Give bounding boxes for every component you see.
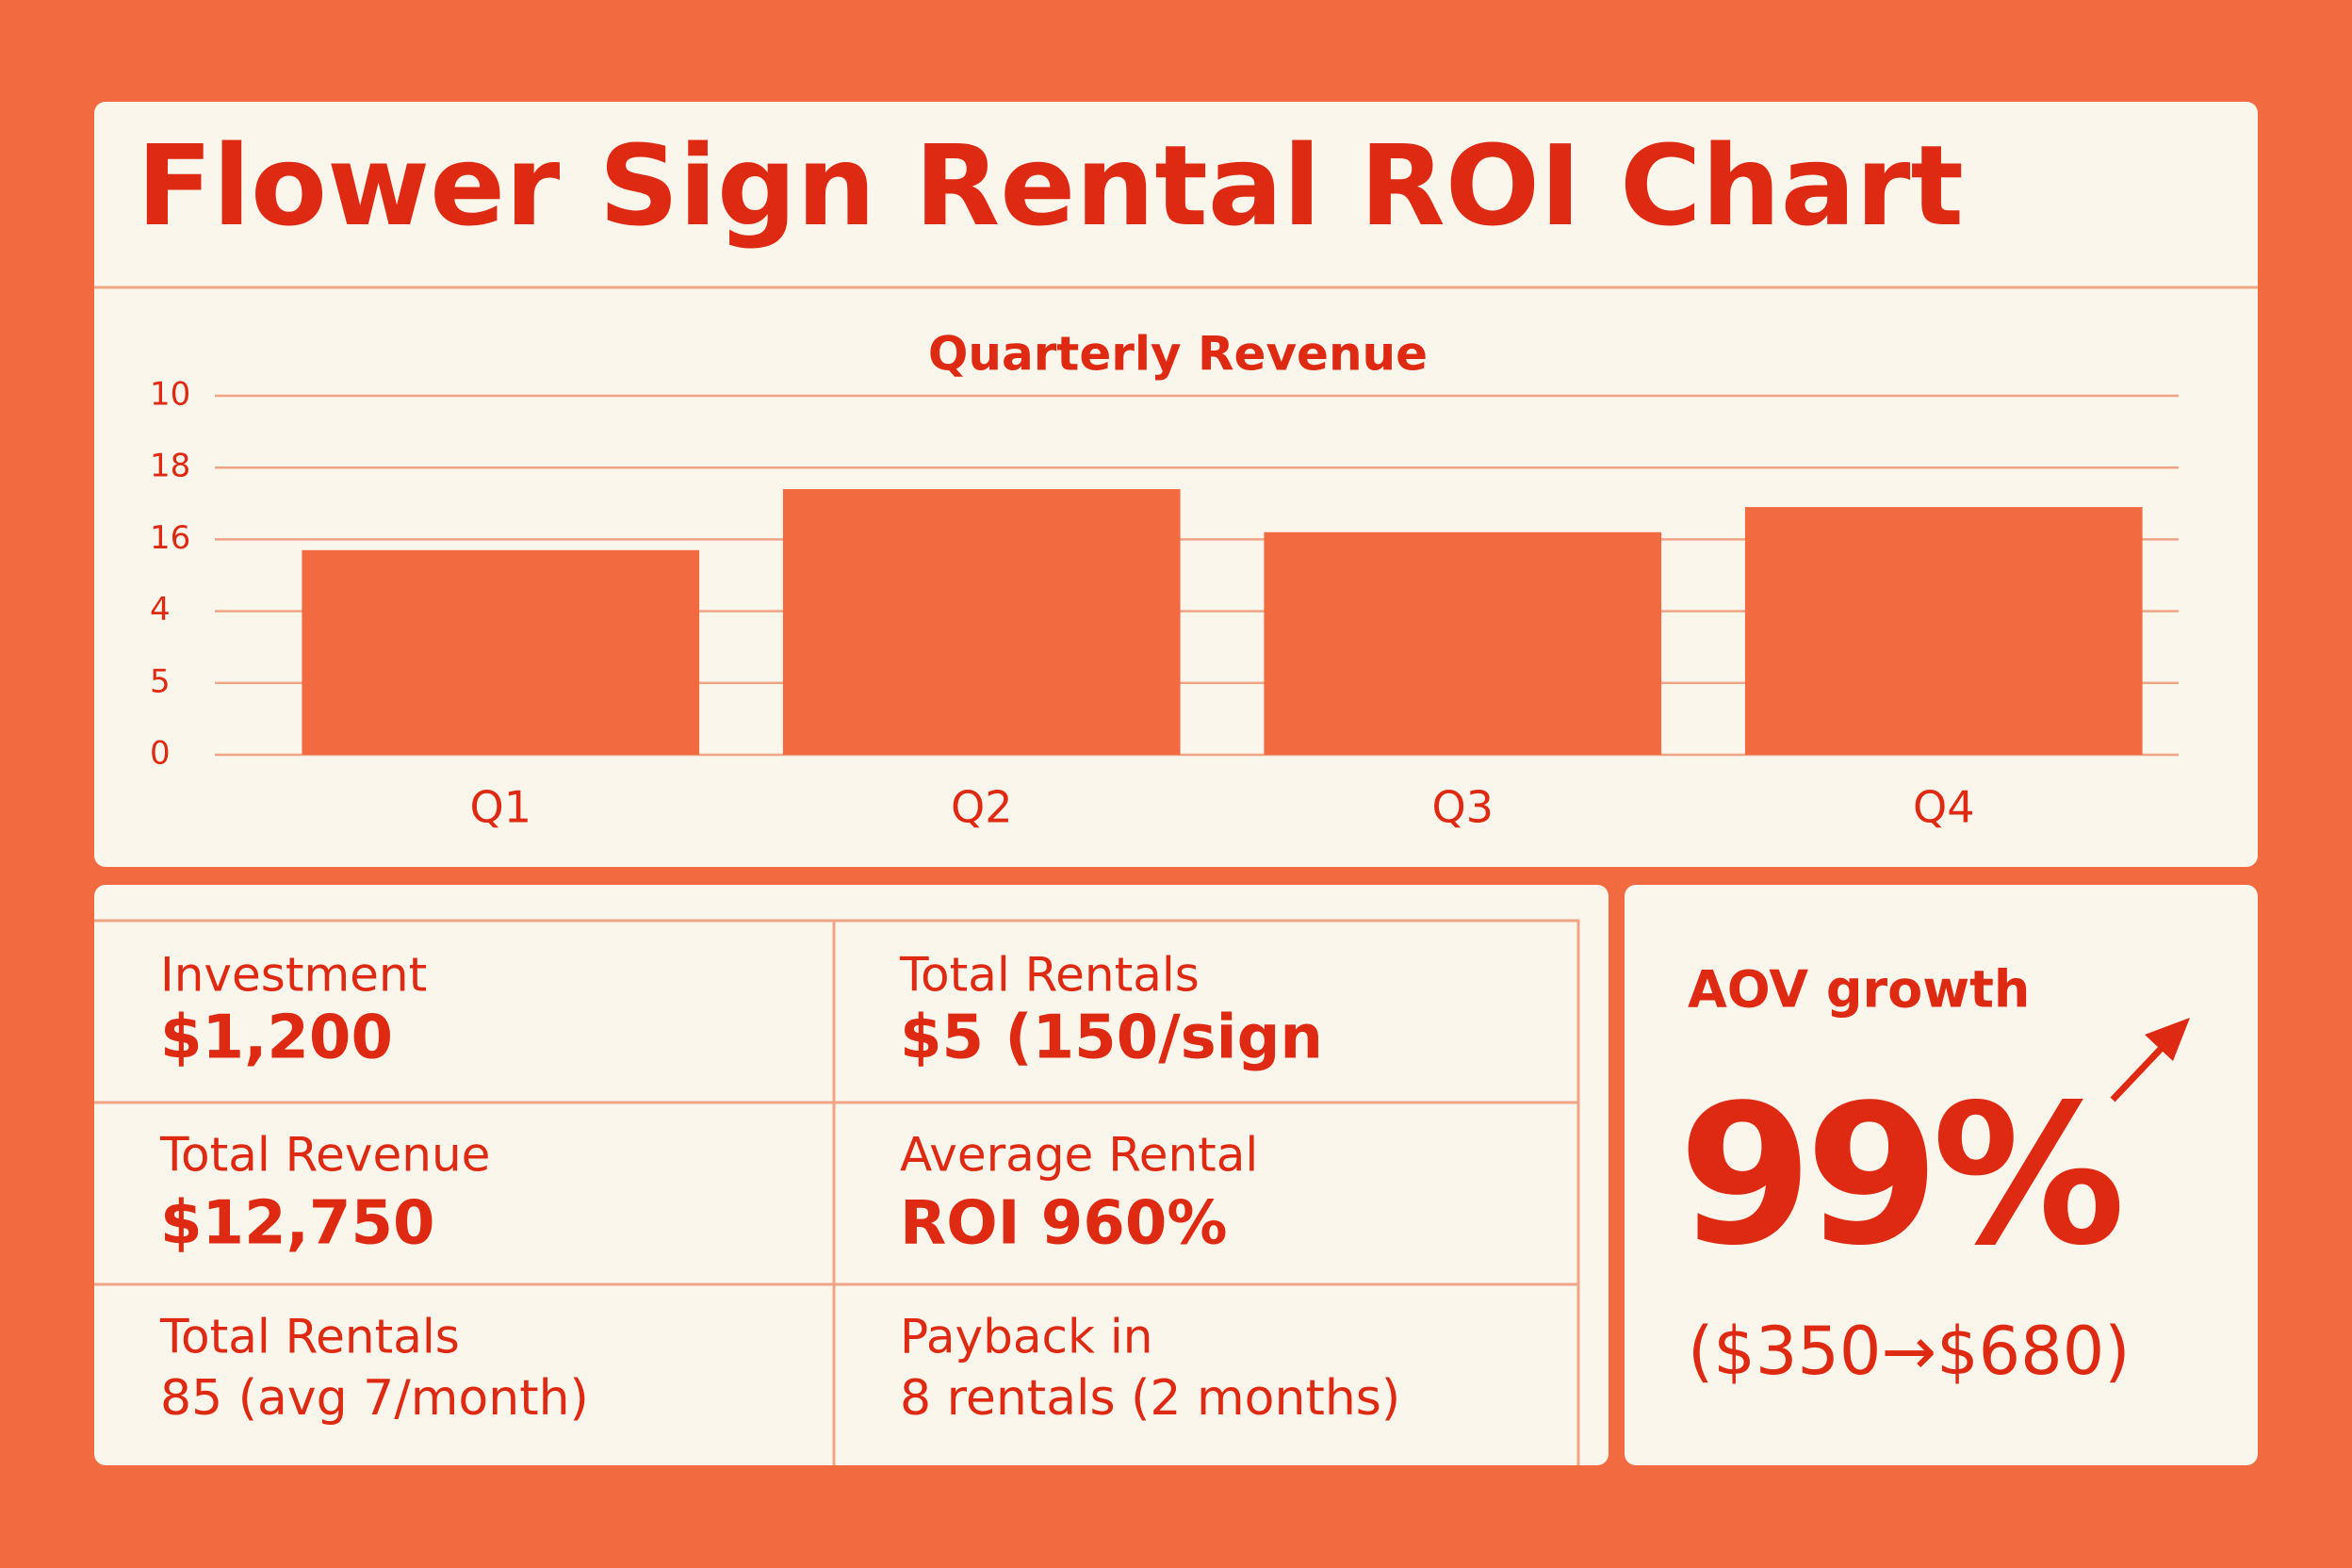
stat-value: $1,200 [160,1004,393,1073]
stat-value: $12,750 [160,1189,435,1259]
x-tick-label: Q4 [1913,782,1974,833]
grid-lines [94,919,1580,1465]
aov-card [1625,885,2258,1465]
stat-value: ROI 960% [900,1189,1228,1259]
stat-label: Total Rentals [159,1310,460,1364]
stat-label: Total Rentals [899,948,1200,1003]
bar [782,489,1181,755]
arrow-head [2145,1018,2190,1061]
stats-card [94,885,1609,1465]
stat-value: 8 rentals (2 months) [900,1370,1400,1427]
aov-label: AOV growth [1688,960,2030,1020]
stat-label: Average Rental [900,1128,1258,1183]
aov-detail: ($350→$680) [1688,1313,2131,1390]
y-tick-label: 5 [150,662,171,700]
stat-label: Investment [160,948,427,1003]
stat-value: 85 (avg 7/month) [160,1370,589,1427]
page-title: Flower Sign Rental ROI Chart [137,121,1964,251]
bar [1264,531,1662,755]
x-tick-label: Q2 [951,782,1012,833]
y-tick-label: 16 [150,519,190,557]
x-tick-label: Q1 [470,782,531,833]
stat-label: Total Revenue [159,1128,490,1183]
aov-value: 99% [1678,1064,2119,1288]
y-tick-label: 4 [150,591,171,629]
y-tick-label: 10 [150,376,190,414]
stats-grid [94,919,1580,1465]
bar [1744,507,2143,755]
arrow [2110,1018,2190,1102]
stat-label: Payback in [900,1310,1152,1364]
x-tick-label: Q3 [1432,782,1494,833]
chart-title: Quarterly Revenue [928,327,1428,382]
bar [302,549,700,755]
y-tick-label: 18 [150,448,190,485]
y-tick-label: 0 [150,735,171,773]
stat-value: $5 (150/sign [900,1004,1323,1073]
